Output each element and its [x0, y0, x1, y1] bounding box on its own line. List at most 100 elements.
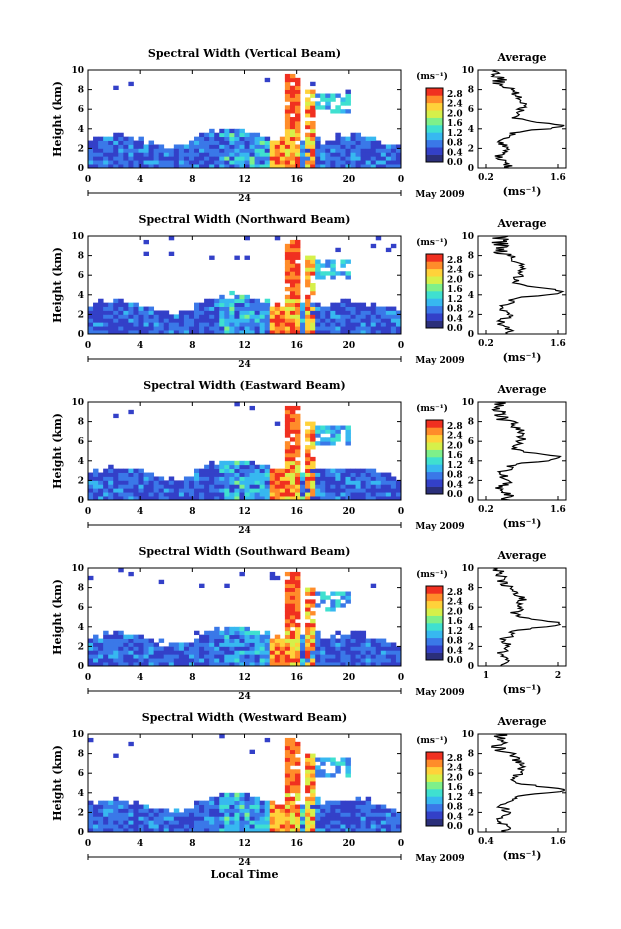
heatmap-cell: [229, 314, 235, 319]
profile-y-tick-label: 2: [468, 642, 474, 652]
heatmap-cell: [264, 737, 271, 743]
heatmap-cell: [315, 638, 321, 643]
heatmap-cell: [214, 132, 220, 138]
heatmap-cell: [93, 804, 99, 809]
heatmap-cell: [340, 816, 346, 821]
heatmap-cell: [289, 654, 296, 659]
heatmap-cell: [123, 496, 129, 501]
heatmap-cell: [123, 314, 129, 319]
heatmap-cell: [294, 781, 301, 786]
heatmap-cell: [325, 816, 331, 821]
heatmap-cell: [269, 804, 276, 809]
heatmap-cell: [148, 164, 155, 169]
heatmap-cell: [138, 148, 144, 153]
heatmap-cell: [194, 322, 200, 327]
heatmap-cell: [315, 769, 321, 774]
heatmap-cell: [143, 654, 149, 659]
x-tick-label: 12: [238, 175, 251, 185]
heatmap-cell: [289, 828, 296, 833]
heatmap-cell: [143, 310, 149, 315]
heatmap-cell: [224, 583, 230, 588]
heatmap-cell: [380, 306, 387, 311]
heatmap-cell: [229, 464, 235, 470]
colorbar-tick-label: 2.8: [447, 256, 463, 266]
heatmap-cell: [108, 306, 114, 311]
heatmap-cell: [249, 306, 255, 311]
heatmap-cell: [214, 492, 220, 497]
heatmap-cell: [289, 306, 296, 311]
heatmap-cell: [244, 464, 250, 470]
x-tick-label: 0: [85, 839, 91, 849]
panel-2: Spectral Width (Northward Beam)0246810He…: [51, 213, 567, 370]
heatmap-cell: [194, 646, 200, 651]
heatmap-cell: [300, 140, 306, 145]
heatmap-cell: [158, 484, 165, 489]
heatmap-cell: [183, 318, 190, 323]
heatmap-cell: [158, 820, 165, 825]
heatmap-cell: [93, 658, 99, 663]
heatmap-cell: [279, 476, 286, 481]
heatmap-cell: [204, 318, 210, 323]
heatmap-cell: [345, 638, 351, 643]
heatmap-cell: [229, 646, 235, 651]
heatmap-cell: [234, 808, 240, 813]
heatmap-cell: [249, 476, 255, 481]
heatmap-cell: [305, 634, 311, 639]
heatmap-cell: [204, 496, 210, 501]
heatmap-cell: [264, 492, 271, 497]
heatmap-cell: [98, 828, 104, 833]
heatmap-cell: [133, 654, 139, 659]
heatmap-cell: [335, 247, 341, 253]
heatmap-cell: [269, 322, 276, 327]
heatmap-cell: [284, 622, 291, 628]
heatmap-cell: [138, 164, 144, 169]
heatmap-cell: [284, 591, 291, 596]
heatmap-cell: [365, 140, 372, 145]
heatmap-cell: [279, 322, 286, 327]
heatmap-cell: [325, 314, 331, 319]
heatmap-cell: [194, 468, 200, 473]
heatmap-cell: [370, 654, 377, 659]
heatmap-cell: [385, 812, 392, 817]
heatmap-cell: [178, 322, 185, 327]
heatmap-cell: [244, 496, 250, 501]
heatmap-cell: [88, 496, 94, 501]
heatmap-cell: [284, 824, 291, 829]
heatmap-cell: [305, 781, 311, 786]
heatmap-cell: [380, 654, 387, 659]
heatmap-cell: [345, 761, 351, 766]
heatmap-cell: [289, 761, 296, 766]
heatmap-cell: [183, 654, 190, 659]
colorbar-swatch: [426, 774, 443, 782]
heatmap-cell: [143, 492, 149, 497]
heatmap-cell: [108, 322, 114, 327]
heatmap-cell: [305, 330, 311, 335]
heatmap-cell: [380, 144, 387, 149]
heatmap-cell: [133, 156, 139, 161]
heatmap-cell: [345, 773, 351, 778]
heatmap-cell: [350, 152, 356, 157]
y-tick-label: 6: [78, 271, 84, 281]
heatmap-cell: [284, 263, 291, 268]
heatmap-cell: [284, 279, 291, 284]
heatmap-cell: [289, 263, 296, 268]
heatmap-cell: [345, 326, 351, 331]
heatmap-cell: [234, 630, 240, 636]
heatmap-cell: [385, 492, 392, 497]
heatmap-cell: [360, 488, 367, 493]
heatmap-cell: [224, 492, 230, 497]
heatmap-cell: [269, 476, 276, 481]
heatmap-cell: [330, 156, 336, 161]
heatmap-cell: [249, 310, 255, 315]
heatmap-cell: [360, 820, 367, 825]
heatmap-cell: [284, 777, 291, 782]
heatmap-cell: [284, 796, 291, 802]
heatmap-cell: [289, 152, 296, 157]
heatmap-cell: [113, 646, 119, 651]
heatmap-cell: [269, 480, 276, 485]
heatmap-cell: [330, 437, 336, 442]
heatmap-cell: [375, 156, 382, 161]
heatmap-cell: [234, 152, 240, 157]
heatmap-cell: [199, 654, 205, 659]
heatmap-cell: [133, 310, 139, 315]
